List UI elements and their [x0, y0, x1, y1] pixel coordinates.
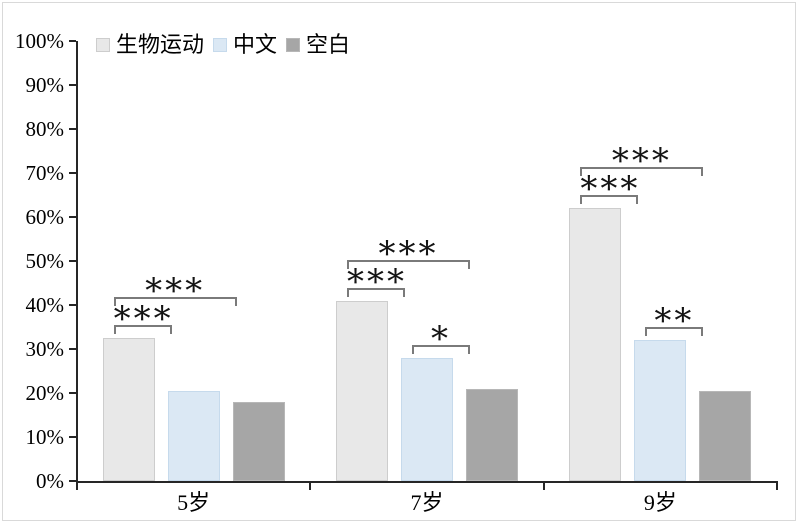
- legend-swatch: [286, 38, 301, 52]
- significance-label: ***: [580, 169, 641, 210]
- bar-group2-series1: [634, 340, 687, 481]
- y-tick-label: 60%: [25, 205, 65, 229]
- legend-item: 生物运动: [96, 32, 204, 58]
- y-tick-label: 30%: [25, 337, 65, 361]
- x-category-label: 9岁: [643, 490, 677, 515]
- x-category-label: 5岁: [177, 490, 211, 515]
- legend-item: 中文: [213, 32, 277, 58]
- y-tick: [69, 260, 76, 262]
- significance-label: ***: [378, 233, 439, 274]
- y-tick-label: 50%: [25, 249, 65, 273]
- y-axis: [76, 41, 78, 483]
- figure-border: [2, 2, 796, 521]
- y-tick-label: 80%: [25, 117, 65, 141]
- significance-label: ***: [145, 271, 206, 311]
- bar-group2-series2: [699, 390, 752, 481]
- bar-group1-series2: [466, 388, 518, 481]
- x-tick: [776, 483, 778, 490]
- significance-label: ***: [113, 299, 174, 339]
- y-tick-label: 40%: [25, 293, 65, 317]
- legend-label: 中文: [233, 32, 278, 57]
- legend-label: 空白: [306, 32, 351, 57]
- y-tick-label: 10%: [25, 425, 65, 449]
- bar-group0-series2: [232, 401, 285, 481]
- bar-group1-series1: [401, 357, 453, 481]
- y-tick: [69, 216, 76, 218]
- legend: 生物运动 中文 空白: [96, 32, 350, 58]
- y-tick: [69, 480, 76, 482]
- bar-group1-series0: [336, 300, 388, 481]
- y-tick: [69, 392, 76, 394]
- x-tick: [309, 483, 312, 490]
- y-tick: [69, 172, 76, 174]
- y-tick: [69, 348, 76, 350]
- significance-bracket: [645, 327, 704, 337]
- y-tick-label: 0%: [36, 469, 64, 493]
- significance-bracket: [580, 167, 704, 177]
- bar-group0-series1: [167, 390, 220, 481]
- y-tick: [69, 128, 76, 130]
- bar-group2-series0: [569, 208, 622, 481]
- y-tick-label: 20%: [25, 381, 65, 405]
- x-category-label: 7岁: [410, 490, 444, 515]
- significance-bracket: [580, 195, 639, 205]
- x-tick: [76, 483, 78, 490]
- x-axis: [76, 481, 778, 483]
- y-tick: [69, 436, 76, 438]
- legend-label: 生物运动: [116, 32, 205, 57]
- legend-item: 空白: [286, 32, 350, 58]
- significance-bracket: [347, 259, 470, 269]
- x-tick: [542, 483, 545, 490]
- significance-label: *: [431, 318, 451, 359]
- significance-bracket: [113, 297, 237, 306]
- y-tick: [69, 304, 76, 306]
- significance-bracket: [412, 344, 470, 354]
- significance-label: **: [654, 301, 695, 342]
- significance-label: ***: [347, 261, 407, 302]
- significance-bracket: [347, 287, 405, 297]
- y-tick: [69, 84, 76, 86]
- y-tick-label: 100%: [15, 29, 64, 53]
- legend-swatch: [96, 38, 110, 52]
- legend-swatch: [213, 38, 228, 52]
- bar-group0-series0: [102, 338, 155, 481]
- significance-bracket: [113, 325, 172, 334]
- y-tick-label: 70%: [25, 161, 65, 185]
- y-tick: [69, 40, 76, 42]
- y-tick-label: 90%: [25, 73, 65, 97]
- significance-label: ***: [611, 141, 672, 182]
